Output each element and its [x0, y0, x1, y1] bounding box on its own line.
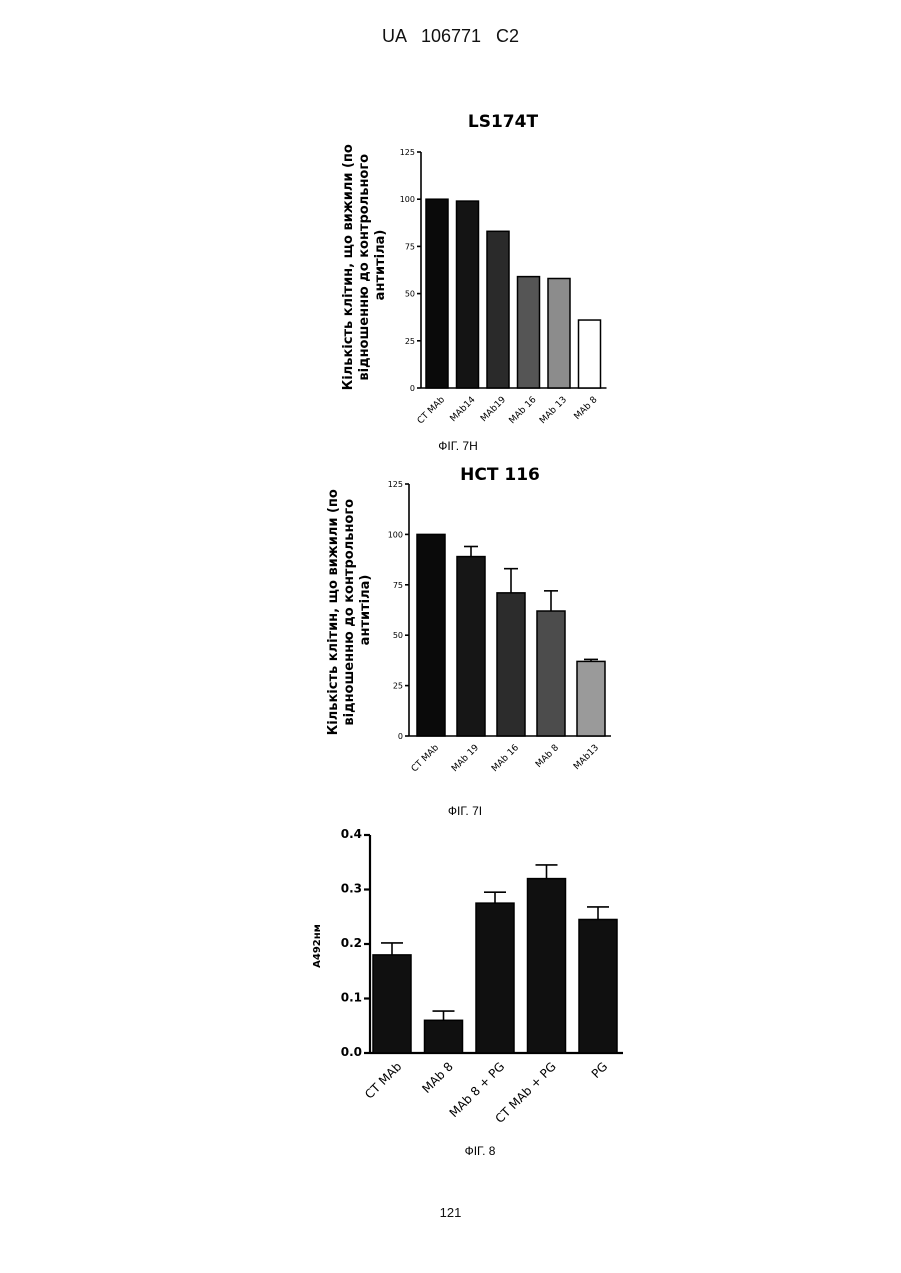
y-axis-label-line: Кількість клітин, що вижили (по: [326, 489, 341, 735]
y-tick-label: 75: [405, 242, 415, 251]
y-axis-label-line: відношенню до контрольного: [357, 154, 372, 381]
category-label: MAb19: [479, 395, 508, 424]
y-tick-label: 0.1: [341, 991, 362, 1005]
y-tick-label: 125: [388, 480, 403, 489]
bar: [548, 278, 570, 388]
bar: [528, 879, 566, 1053]
category-label: CT MAb: [410, 743, 442, 775]
chart-title: LS174T: [468, 112, 539, 132]
y-axis-label-line: відношенню до контрольного: [342, 499, 357, 726]
page-number: 121: [0, 1205, 901, 1220]
bar: [577, 661, 605, 736]
bar: [373, 955, 411, 1053]
y-axis-label: A492нм: [312, 924, 323, 968]
y-tick-label: 50: [393, 631, 403, 640]
figure-caption: ФІГ. 8: [465, 1144, 496, 1158]
chart-fig8: A492нм 0.00.10.20.30.4CT MAbMAb 8MAb 8 +…: [0, 820, 901, 1160]
bar: [579, 919, 617, 1053]
category-label: MAb 13: [538, 395, 569, 426]
y-tick-label: 50: [405, 290, 415, 299]
bar: [518, 277, 540, 388]
y-tick-label: 125: [400, 148, 415, 157]
chart-title: HCT 116: [460, 465, 540, 485]
category-label: MAb 8: [419, 1059, 456, 1096]
category-label: MAb 16: [507, 395, 538, 426]
category-label: MAb 19: [450, 743, 481, 774]
y-tick-label: 25: [405, 337, 415, 346]
bar: [457, 201, 479, 388]
plot-area: 0 25 50 75 100 125 CT MAbMAb14MAb19MAb 16MAb 1…: [400, 148, 607, 426]
y-axis-label-line: Кількість клітин, що вижили (по: [341, 144, 356, 390]
plot-area: 0 25 50 75 100 125 CT MAb MAb 19 MAb 16 MAb 8 MAb1…: [388, 480, 611, 774]
y-tick-label: 0: [410, 384, 415, 393]
y-tick-label: 0.2: [341, 936, 362, 950]
y-tick-label: 0.0: [341, 1045, 362, 1059]
y-tick-label: 0.4: [341, 827, 362, 841]
y-axis-label: Кількість клітин, що вижили (по відношен…: [341, 140, 388, 391]
category-label: MAb13: [572, 743, 601, 772]
y-tick-label: 100: [400, 195, 415, 204]
y-tick-label: 0: [398, 732, 403, 741]
bar: [425, 1020, 463, 1053]
category-label: CT MAb: [416, 395, 448, 427]
figure-caption: ФІГ. 7I: [448, 804, 482, 818]
category-label: CT MAb: [362, 1059, 404, 1101]
y-tick-label: 75: [393, 581, 403, 590]
category-label: MAb14: [449, 395, 478, 424]
figure-caption: ФІГ. 7H: [438, 439, 478, 453]
bar: [537, 611, 565, 736]
bar: [457, 557, 485, 736]
patent-header: UA 106771 C2: [0, 26, 901, 47]
bar: [579, 320, 601, 388]
y-axis-label: Кількість клітин, що вижили (по відношен…: [326, 485, 373, 736]
chart-hct116: HCT 116 Кількість клітин, що вижили (по …: [0, 460, 901, 820]
category-label: PG: [589, 1059, 611, 1081]
y-tick-label: 0.3: [341, 882, 362, 896]
chart-ls174t: LS174T Кількість клітин, що вижили (по в…: [0, 110, 901, 460]
y-tick-label: 100: [388, 530, 403, 539]
category-label: MAb 8: [534, 743, 561, 770]
bar: [417, 534, 445, 736]
bar: [426, 199, 448, 388]
y-tick-label: 25: [393, 682, 403, 691]
bar: [497, 593, 525, 736]
bar: [476, 903, 514, 1053]
bar: [487, 231, 509, 388]
y-axis-label-line: антитіла): [358, 575, 373, 646]
category-label: MAb 16: [490, 743, 521, 774]
y-axis-label-line: антитіла): [373, 230, 388, 301]
plot-area: 0.00.10.20.30.4CT MAbMAb 8MAb 8 + PGCT M…: [341, 827, 623, 1126]
category-label: MAb 8: [573, 395, 600, 422]
